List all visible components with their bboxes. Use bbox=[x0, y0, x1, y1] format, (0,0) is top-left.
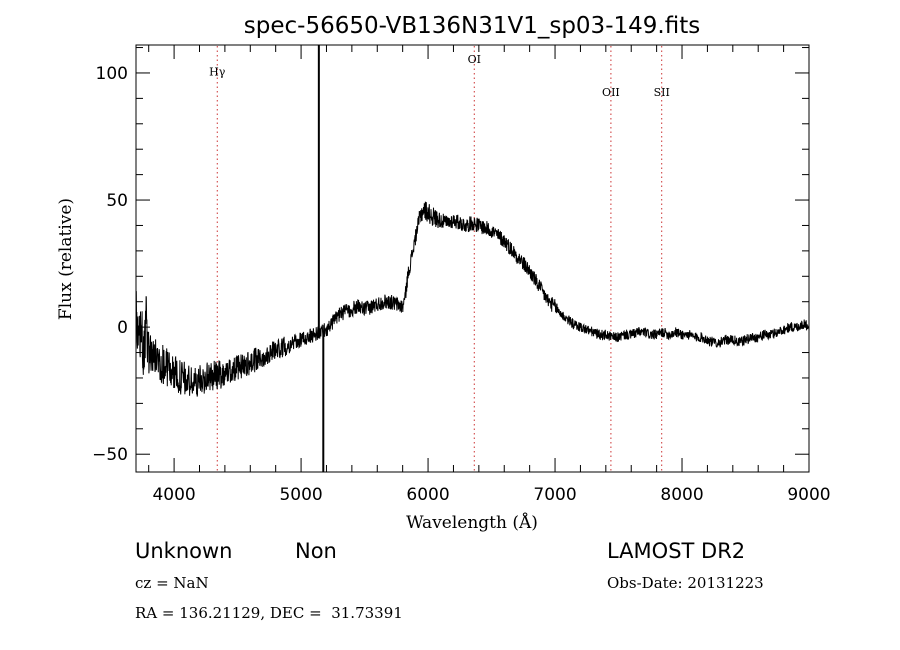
coordinates: RA = 136.21129, DEC = 31.73391 bbox=[135, 604, 403, 622]
y-tick-labels: −50 0 50 100 bbox=[92, 64, 128, 465]
spikes bbox=[317, 45, 325, 472]
x-axis-label: Wavelength (Å) bbox=[406, 512, 538, 533]
ref-line-label: Hγ bbox=[209, 66, 226, 79]
chart-title: spec-56650-VB136N31V1_sp03-149.fits bbox=[244, 13, 700, 39]
axis-ticks bbox=[136, 45, 810, 472]
x-tick-labels: 4000 5000 6000 7000 8000 9000 bbox=[152, 485, 830, 505]
x-tick-label: 6000 bbox=[406, 485, 449, 505]
y-tick-label: −50 bbox=[92, 445, 128, 465]
plot-frame bbox=[135, 44, 810, 473]
redshift-cz: cz = NaN bbox=[135, 574, 209, 592]
survey-name: LAMOST DR2 bbox=[607, 539, 746, 563]
x-tick-label: 4000 bbox=[152, 485, 195, 505]
ref-line-label: OI bbox=[468, 53, 481, 66]
obs-date: Obs-Date: 20131223 bbox=[607, 574, 764, 592]
spectrum-line bbox=[135, 201, 810, 397]
y-axis-label: Flux (relative) bbox=[56, 198, 76, 320]
y-tick-label: 50 bbox=[106, 191, 128, 211]
object-class: Unknown bbox=[135, 539, 233, 563]
object-subclass: Non bbox=[295, 539, 337, 563]
y-tick-label: 100 bbox=[96, 64, 128, 84]
x-tick-label: 8000 bbox=[660, 485, 703, 505]
x-tick-label: 5000 bbox=[279, 485, 322, 505]
ref-line-label: SII bbox=[654, 86, 670, 99]
x-tick-label: 9000 bbox=[787, 485, 830, 505]
reference-lines: Hγ OI OII SII bbox=[209, 46, 670, 471]
y-tick-label: 0 bbox=[117, 318, 128, 338]
ref-line-label: OII bbox=[602, 86, 620, 99]
x-tick-label: 7000 bbox=[533, 485, 576, 505]
